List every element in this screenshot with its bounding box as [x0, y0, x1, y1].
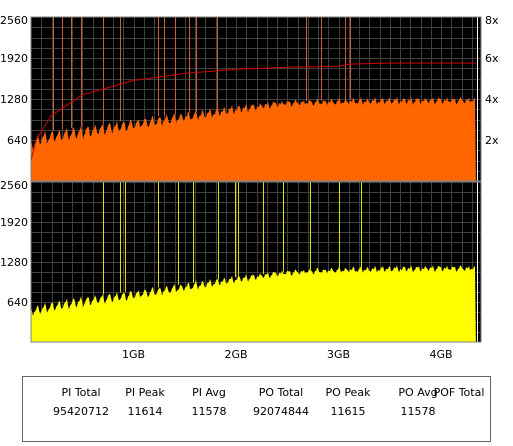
pi-speed-axis: 8x 6x 4x 2x — [485, 14, 499, 147]
speed-tick-label: 4x — [485, 93, 499, 106]
stat-label: PO Peak — [325, 386, 371, 399]
stat-label: PO Avg — [398, 386, 438, 399]
stat-po-total: PO Total 92074844 — [243, 386, 319, 419]
x-tick-label: 3GB — [327, 348, 350, 361]
x-axis: 1GB 2GB 3GB 4GB — [122, 348, 453, 361]
y-tick-label: 1280 — [0, 93, 28, 106]
stat-value: 11578 — [400, 405, 436, 418]
stat-po-avg: PO Avg 11578 — [380, 386, 456, 419]
stat-value: 11578 — [191, 405, 227, 418]
po-y-axis: 2560 1920 1280 640 — [0, 179, 28, 309]
stat-value: 92074844 — [253, 405, 309, 418]
pi-plot-border — [30, 16, 482, 182]
stat-label: PI Avg — [192, 386, 226, 399]
pi-speed-line — [30, 62, 476, 161]
y-tick-label: 1920 — [0, 216, 28, 229]
y-tick-label: 640 — [7, 296, 28, 309]
stat-label: PO Total — [258, 386, 304, 399]
stat-pi-avg: PI Avg 11578 — [171, 386, 247, 419]
pi-area — [31, 96, 476, 181]
x-tick-label: 2GB — [224, 348, 247, 361]
po-plot-border — [30, 181, 482, 343]
pi-panel: 2560 1920 1280 640 8x 6x 4x 2x — [0, 14, 499, 182]
y-tick-label: 1280 — [0, 256, 28, 269]
stat-pi-peak: PI Peak 11614 — [107, 386, 183, 419]
stat-label: PI Peak — [125, 386, 165, 399]
po-area — [31, 265, 476, 342]
pi-spikes — [53, 17, 351, 131]
y-tick-label: 640 — [7, 134, 28, 147]
y-tick-label: 2560 — [0, 179, 28, 192]
stat-label: POF Total — [433, 386, 485, 399]
stat-value: 11615 — [330, 405, 366, 418]
stat-pi-total: PI Total 95420712 — [43, 386, 119, 419]
speed-tick-label: 2x — [485, 134, 499, 147]
po-panel: 2560 1920 1280 640 — [0, 179, 482, 343]
stats-panel: PI Total 95420712 PI Peak 11614 PI Avg 1… — [22, 376, 491, 442]
y-tick-label: 1920 — [0, 52, 28, 65]
speed-tick-label: 8x — [485, 14, 499, 27]
stat-value: 11614 — [127, 405, 163, 418]
po-spikes — [103, 182, 362, 295]
x-tick-label: 1GB — [122, 348, 145, 361]
x-tick-label: 4GB — [429, 348, 452, 361]
disc-quality-chart: 2560 1920 1280 640 8x 6x 4x 2x 2560 1920 1280 640… — [0, 14, 499, 361]
y-tick-label: 2560 — [0, 14, 28, 27]
stat-value — [421, 405, 497, 419]
stat-pof-total: POF Total — [421, 386, 497, 419]
pi-y-axis: 2560 1920 1280 640 — [0, 14, 28, 147]
speed-tick-label: 6x — [485, 52, 499, 65]
stat-po-peak: PO Peak 11615 — [310, 386, 386, 419]
stat-label: PI Total — [61, 386, 101, 399]
stat-value: 95420712 — [53, 405, 109, 418]
